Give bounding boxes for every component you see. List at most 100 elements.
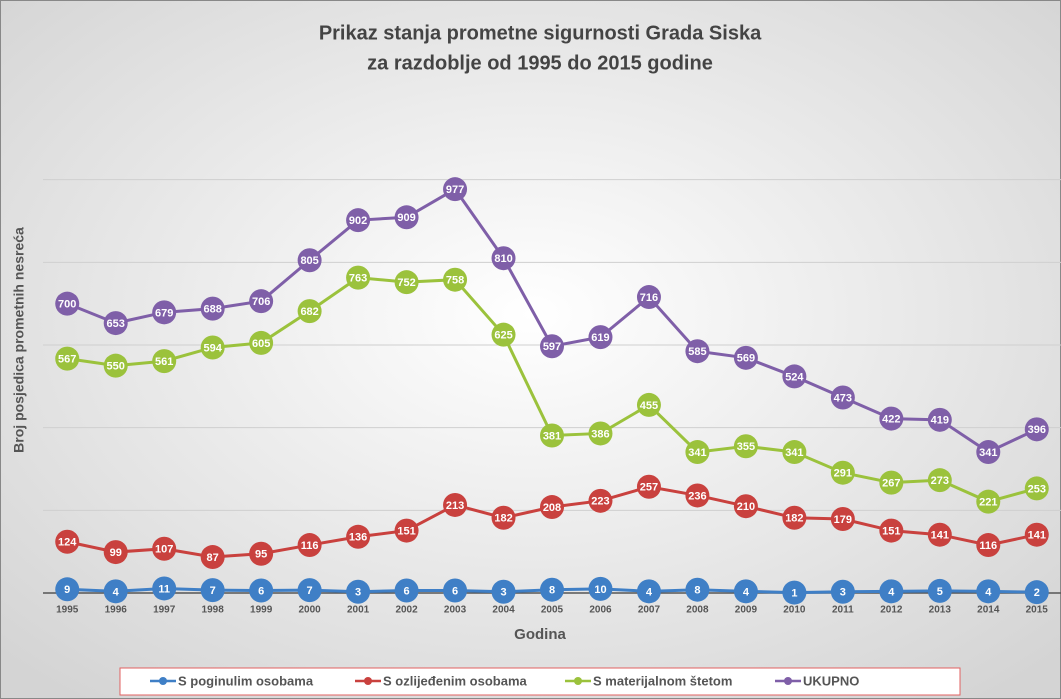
data-label: 569 [737,353,755,365]
data-label: 141 [931,530,949,542]
data-point [685,483,710,508]
x-tick-label: 2001 [347,605,370,616]
data-label: 124 [58,537,77,549]
y-axis-label: Broj posjedica prometnih nesreća [11,227,27,453]
data-label: 682 [300,306,318,318]
data-label: 688 [203,304,221,316]
data-label: 561 [155,356,173,368]
chart-title: za razdoblje od 1995 do 2015 godine [367,52,713,74]
data-point [152,576,177,601]
data-label: 422 [882,413,900,425]
data-point [588,576,613,601]
data-point [491,579,516,604]
data-label: 5 [937,586,943,598]
data-point [927,578,952,603]
data-point [55,291,80,316]
data-point [636,392,661,417]
data-point [588,421,613,446]
data-label: 977 [446,184,464,196]
data-label: 116 [301,540,319,552]
data-point [782,440,807,465]
x-tick-label: 2015 [1026,605,1049,616]
data-point [103,311,128,336]
data-label: 341 [688,447,706,459]
data-point [152,536,177,561]
data-point [733,434,758,459]
data-point [540,495,564,520]
data-label: 8 [694,585,700,597]
data-label: 386 [591,428,609,440]
data-point [297,533,322,558]
data-point [685,339,710,364]
data-label: 223 [591,496,609,508]
data-point [733,345,758,370]
data-point [636,285,661,310]
data-point [443,267,468,292]
x-tick-label: 2004 [492,605,515,616]
data-label: 116 [979,540,997,552]
data-point [103,353,128,378]
legend [119,667,961,696]
data-label: 752 [397,277,415,289]
data-point [443,492,468,517]
x-tick-label: 1997 [153,605,176,616]
x-tick-label: 1998 [202,605,225,616]
data-label: 619 [591,332,609,344]
data-label: 758 [446,275,464,287]
data-label: 567 [58,354,76,366]
data-point [443,578,468,603]
data-label: 810 [494,253,512,265]
data-point [200,335,225,360]
data-point [297,578,322,603]
data-label: 700 [58,299,76,311]
data-point [782,364,807,389]
data-point [830,460,855,485]
legend-label: S materijalnom štetom [593,673,732,688]
data-label: 4 [985,586,992,598]
legend-label: S poginulim osobama [178,673,314,688]
data-point [540,577,564,602]
data-label: 3 [500,587,506,599]
x-tick-label: 2014 [977,605,1000,616]
data-label: 10 [594,584,606,596]
data-point [200,578,225,603]
data-label: 605 [252,338,270,350]
data-point [394,578,419,603]
data-point [830,385,855,410]
data-point [297,299,322,324]
data-label: 909 [397,212,415,224]
data-label: 653 [107,318,125,330]
data-point [394,518,419,543]
data-label: 8 [549,585,555,597]
data-point [782,580,807,605]
legend-marker [159,677,167,685]
data-label: 6 [404,585,410,597]
data-point [636,579,661,604]
data-point [200,545,225,570]
data-label: 1 [791,587,797,599]
data-label: 7 [210,585,216,597]
data-point [927,468,952,493]
data-point [346,208,371,233]
data-point [249,289,274,314]
data-label: 107 [155,544,173,556]
data-point [976,579,1001,604]
data-label: 355 [737,441,755,453]
data-label: 11 [158,583,170,595]
legend-marker [364,677,372,685]
data-label: 763 [349,273,367,285]
data-label: 473 [834,392,852,404]
data-point [636,474,661,499]
data-point [394,205,419,230]
data-point [55,346,80,371]
data-point [927,407,952,432]
x-tick-label: 2011 [832,605,854,616]
data-point [249,578,274,603]
x-tick-label: 2000 [298,605,321,616]
x-tick-label: 2013 [929,605,952,616]
data-label: 257 [640,482,658,494]
data-label: 253 [1028,483,1046,495]
data-point [491,505,516,530]
data-label: 455 [640,400,658,412]
data-point [879,518,904,543]
